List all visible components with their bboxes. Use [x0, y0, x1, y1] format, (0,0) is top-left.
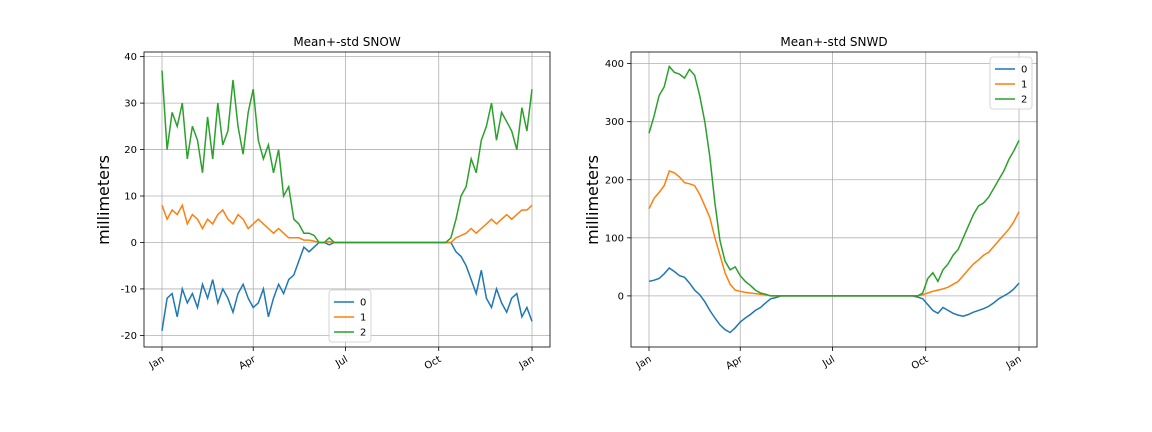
x-tick-label: Jan	[1004, 354, 1024, 372]
x-tick-label: Jul	[820, 354, 837, 370]
x-tick-label: Jul	[333, 354, 350, 370]
series-line-0	[648, 267, 1020, 334]
x-tick-label: Apr	[237, 354, 258, 373]
series-line-2	[648, 64, 1020, 297]
legend-label-1: 1	[1021, 80, 1027, 91]
x-tick-label: Apr	[724, 354, 745, 373]
legend-box	[989, 56, 1033, 110]
y-tick-label: 0	[131, 238, 137, 249]
x-tick-label: Oct	[423, 354, 444, 372]
y-tick-label: 40	[124, 52, 137, 63]
series-line-1	[648, 170, 1020, 297]
y-tick-label: -10	[121, 284, 137, 295]
y-tick-label: 10	[124, 192, 137, 203]
y-tick-label: 200	[605, 175, 624, 186]
y-tick-label: 400	[605, 59, 624, 70]
snwd-chart: Mean+-std SNWD millimeters 0 100 200 300 400…	[583, 35, 1038, 373]
x-tick-label: Jan	[634, 354, 654, 372]
series-line-1	[161, 203, 533, 244]
legend: 0 1 2	[989, 56, 1033, 110]
y-tick-label: 300	[605, 117, 624, 128]
x-tick-label: Jan	[517, 354, 537, 372]
plot-frame	[143, 51, 551, 348]
y-tick-label: 30	[124, 99, 137, 110]
x-tick-label: Oct	[910, 354, 931, 372]
legend-label-1: 1	[360, 313, 366, 324]
snow-chart: Mean+-std SNOW millimeters -20-100102030…	[94, 35, 551, 373]
series-line-2	[161, 70, 533, 244]
chart-title: Mean+-std SNWD	[780, 35, 887, 49]
legend: 0 1 2	[328, 289, 372, 343]
legend-label-2: 2	[1021, 95, 1027, 106]
plot-frame	[630, 51, 1038, 348]
y-tick-label: 20	[124, 145, 137, 156]
x-tick-label: Jan	[147, 354, 167, 372]
chart-title: Mean+-std SNOW	[293, 35, 401, 49]
y-axis-label: millimeters	[583, 155, 602, 245]
legend-label-0: 0	[360, 298, 366, 309]
y-tick-label: 100	[605, 233, 624, 244]
legend-label-2: 2	[360, 328, 366, 339]
legend-label-0: 0	[1021, 65, 1027, 76]
y-tick-label: 0	[618, 291, 624, 302]
grid	[631, 52, 1037, 347]
y-axis-label: millimeters	[94, 155, 113, 245]
y-tick-label: -20	[121, 331, 137, 342]
legend-box	[328, 289, 372, 343]
